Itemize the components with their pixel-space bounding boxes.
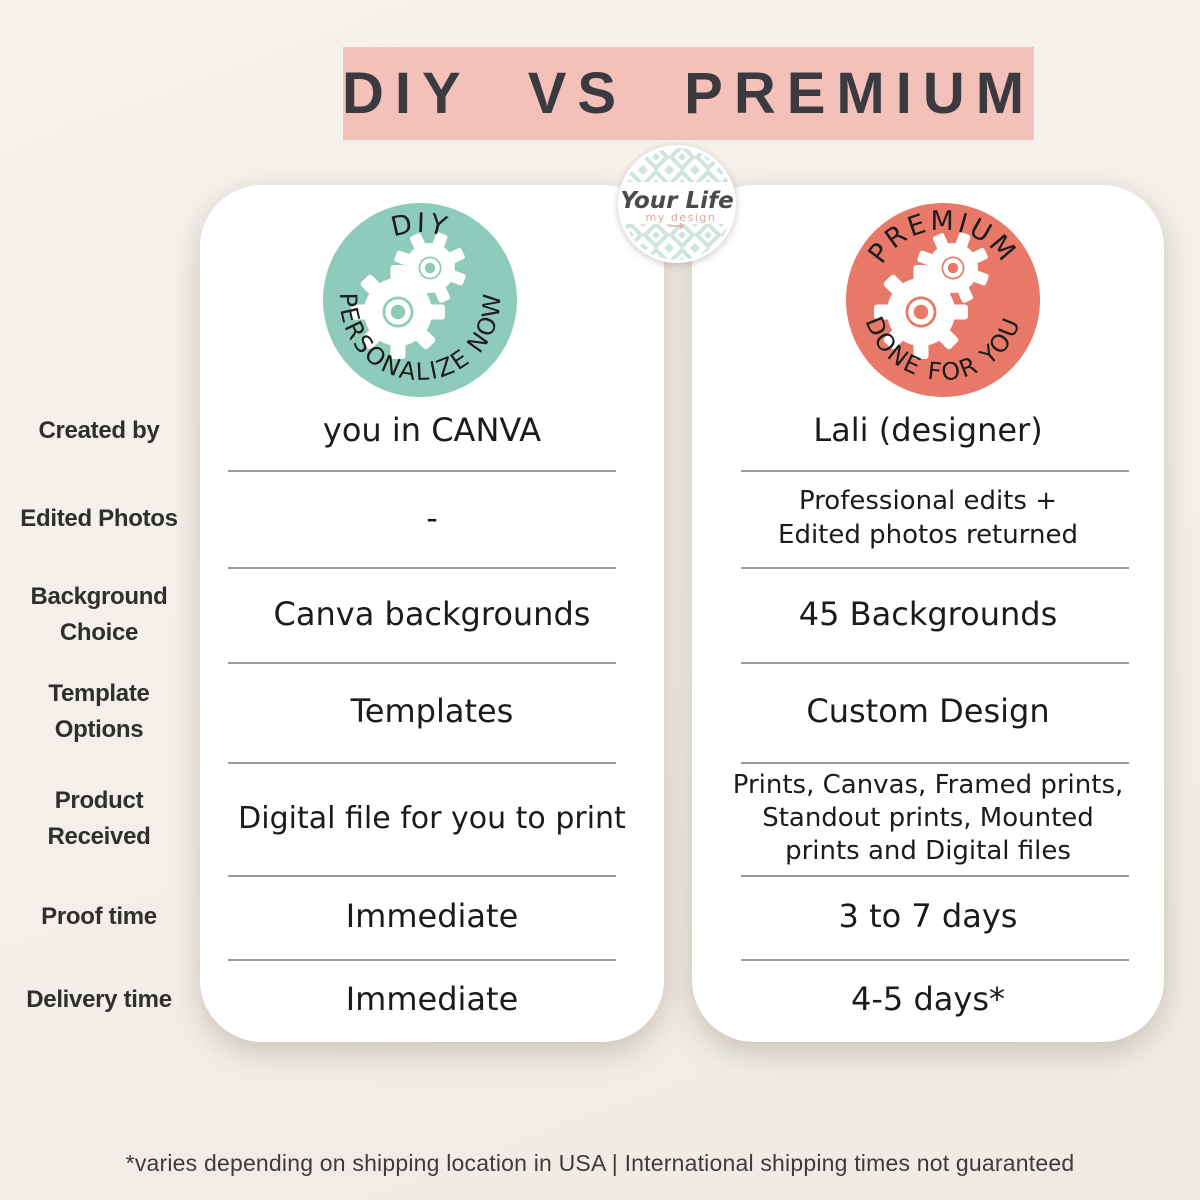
premium-value: Lali (designer) bbox=[813, 411, 1043, 450]
diy-value: Immediate bbox=[345, 897, 519, 936]
row-label: Delivery time bbox=[26, 986, 172, 1013]
table-row: Created by you in CANVA Lali (designer) bbox=[0, 392, 1200, 470]
row-divider bbox=[228, 567, 616, 569]
table-row: Product Received Digital file for you to… bbox=[0, 762, 1200, 875]
title-banner: DIY VS PREMIUM bbox=[341, 47, 1036, 140]
diy-value: Immediate bbox=[345, 980, 519, 1019]
diy-badge-top-label: DIY bbox=[388, 208, 450, 244]
page-title: DIY VS PREMIUM bbox=[341, 61, 1036, 126]
table-row: Background Choice Canva backgrounds 45 B… bbox=[0, 567, 1200, 662]
brand-logo: Your Life my design bbox=[618, 145, 736, 263]
logo-line1: Your Life bbox=[620, 188, 733, 214]
logo-arrow-icon bbox=[669, 222, 685, 230]
diy-badge: DIY PERSONALIZE NOW bbox=[323, 203, 517, 397]
row-label: Background Choice bbox=[30, 582, 168, 646]
table-row: Template Options Templates Custom Design bbox=[0, 662, 1200, 762]
logo-band bbox=[621, 182, 733, 224]
row-divider bbox=[741, 875, 1129, 877]
diy-value: Templates bbox=[350, 692, 514, 731]
row-label: Product Received bbox=[47, 786, 151, 850]
row-divider bbox=[228, 875, 616, 877]
premium-value: Professional edits + Edited photos retur… bbox=[778, 486, 1078, 550]
logo-line2: my design bbox=[646, 211, 717, 224]
diy-value: you in CANVA bbox=[322, 411, 542, 450]
row-divider bbox=[228, 662, 616, 664]
premium-value: 45 Backgrounds bbox=[798, 594, 1058, 633]
premium-value: Custom Design bbox=[806, 692, 1050, 731]
row-divider bbox=[741, 470, 1129, 472]
diy-value: Canva backgrounds bbox=[273, 594, 591, 633]
table-row: Delivery time Immediate 4-5 days* bbox=[0, 959, 1200, 1041]
table-row: Edited Photos - Professional edits + Edi… bbox=[0, 470, 1200, 567]
row-divider bbox=[741, 762, 1129, 764]
row-divider bbox=[741, 567, 1129, 569]
row-divider bbox=[741, 959, 1129, 961]
row-divider bbox=[741, 662, 1129, 664]
row-divider bbox=[228, 762, 616, 764]
diy-value: - bbox=[426, 498, 438, 537]
footnote: *varies depending on shipping location i… bbox=[125, 1150, 1075, 1176]
diy-value: Digital file for you to print bbox=[238, 801, 626, 836]
row-label: Template Options bbox=[48, 680, 150, 743]
row-label: Proof time bbox=[41, 903, 157, 930]
svg-text:DIY: DIY bbox=[388, 208, 453, 244]
premium-value: 4-5 days* bbox=[851, 980, 1005, 1019]
premium-badge: PREMIUM DONE FOR YOU bbox=[846, 203, 1040, 397]
premium-value: 3 to 7 days bbox=[838, 897, 1018, 936]
row-label: Created by bbox=[38, 417, 160, 444]
premium-value: Prints, Canvas, Framed prints, Standout … bbox=[732, 769, 1124, 867]
row-label: Edited Photos bbox=[20, 504, 178, 532]
table-row: Proof time Immediate 3 to 7 days bbox=[0, 875, 1200, 959]
row-divider bbox=[228, 959, 616, 961]
row-divider bbox=[228, 470, 616, 472]
